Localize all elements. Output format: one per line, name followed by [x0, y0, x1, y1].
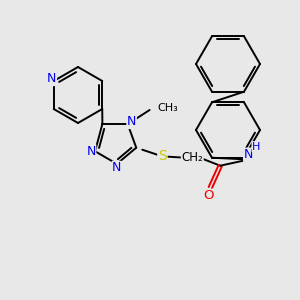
Text: N: N [47, 73, 56, 85]
Text: S: S [158, 149, 167, 163]
Text: H: H [252, 142, 260, 152]
Text: CH₂: CH₂ [182, 151, 203, 164]
Text: CH₃: CH₃ [158, 103, 178, 113]
Text: O: O [203, 189, 214, 202]
Text: N: N [244, 148, 253, 161]
Text: N: N [112, 161, 122, 174]
Text: N: N [127, 116, 136, 128]
Text: N: N [86, 145, 96, 158]
